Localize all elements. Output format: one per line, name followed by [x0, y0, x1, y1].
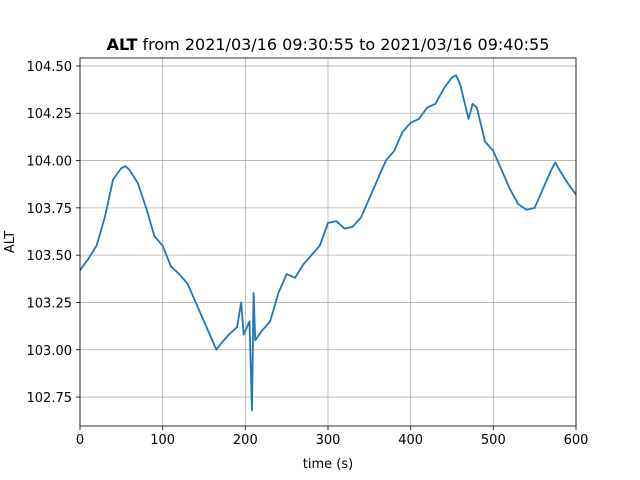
data-line [79, 74, 577, 412]
y-tick-label: 103.75 [27, 202, 73, 217]
x-tick-label: 300 [316, 433, 341, 448]
x-tick-label: 200 [233, 433, 258, 448]
y-tick-label: 104.00 [27, 155, 73, 170]
x-tick-label: 400 [398, 433, 423, 448]
y-tick-label: 102.75 [27, 391, 73, 406]
title-rest: from 2021/03/16 09:30:55 to 2021/03/16 0… [143, 35, 550, 54]
chart-title: ALT from 2021/03/16 09:30:55 to 2021/03/… [107, 35, 550, 54]
x-tick-label: 500 [481, 433, 506, 448]
x-axis-label: time (s) [303, 457, 353, 472]
y-tick-label: 104.25 [27, 107, 73, 122]
x-tick-label: 100 [150, 433, 175, 448]
y-tick-label: 103.50 [27, 249, 73, 264]
plot-frame [79, 57, 577, 427]
x-tick-label: 600 [564, 433, 589, 448]
y-tick-label: 104.50 [27, 60, 73, 75]
y-tick-label: 103.25 [27, 296, 73, 311]
y-tick-label: 103.00 [27, 344, 73, 359]
y-axis-label: ALT [3, 231, 18, 253]
title-bold: ALT [107, 35, 138, 54]
x-tick-label: 0 [76, 433, 84, 448]
